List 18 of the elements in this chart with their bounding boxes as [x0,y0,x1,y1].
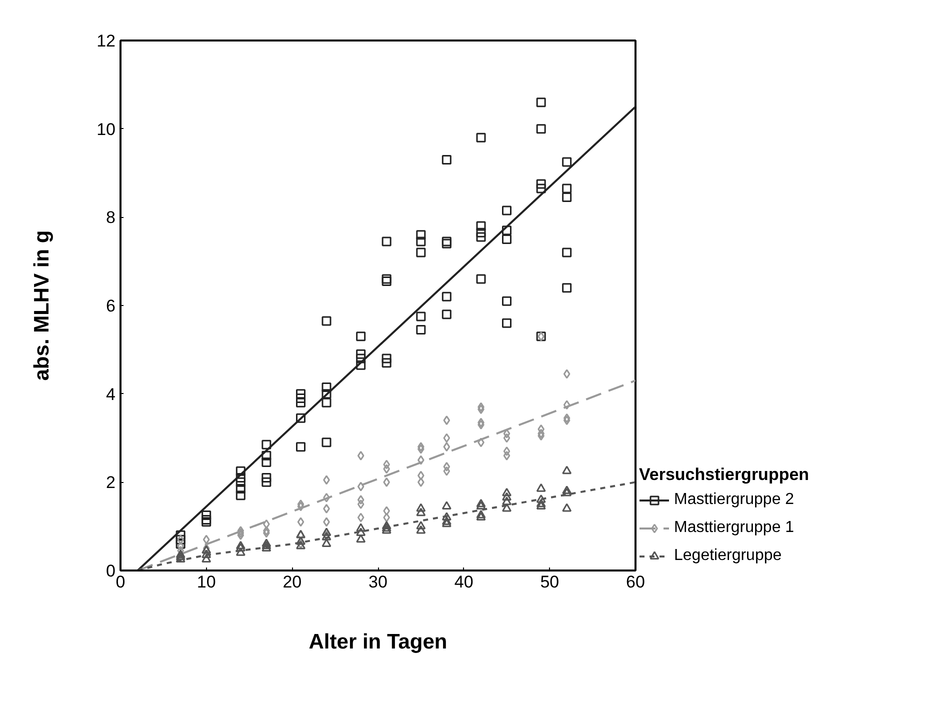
y-tick-label: 4 [106,384,116,404]
y-axis-title: abs. MLHV in g [30,230,54,381]
x-tick-label: 20 [282,572,302,592]
y-tick-label: 12 [96,32,116,50]
y-tick-label: 10 [96,120,116,139]
legend-label: Masttiergruppe 2 [674,491,794,509]
y-tick-label: 2 [106,473,116,492]
y-tick-label: 8 [106,208,116,228]
x-tick-label: 50 [540,572,560,592]
x-tick-label: 30 [368,572,388,592]
x-tick-label: 10 [196,572,216,592]
x-tick-label: 40 [454,572,474,592]
y-tick-label: 6 [106,296,116,316]
x-axis-title: Alter in Tagen [308,630,448,654]
legend-label: Masttiergruppe 1 [674,519,794,537]
x-tick-label: 60 [626,572,645,592]
legend-title: Versuchstiergruppen [639,465,810,485]
legend-label: Legetiergruppe [674,547,782,565]
